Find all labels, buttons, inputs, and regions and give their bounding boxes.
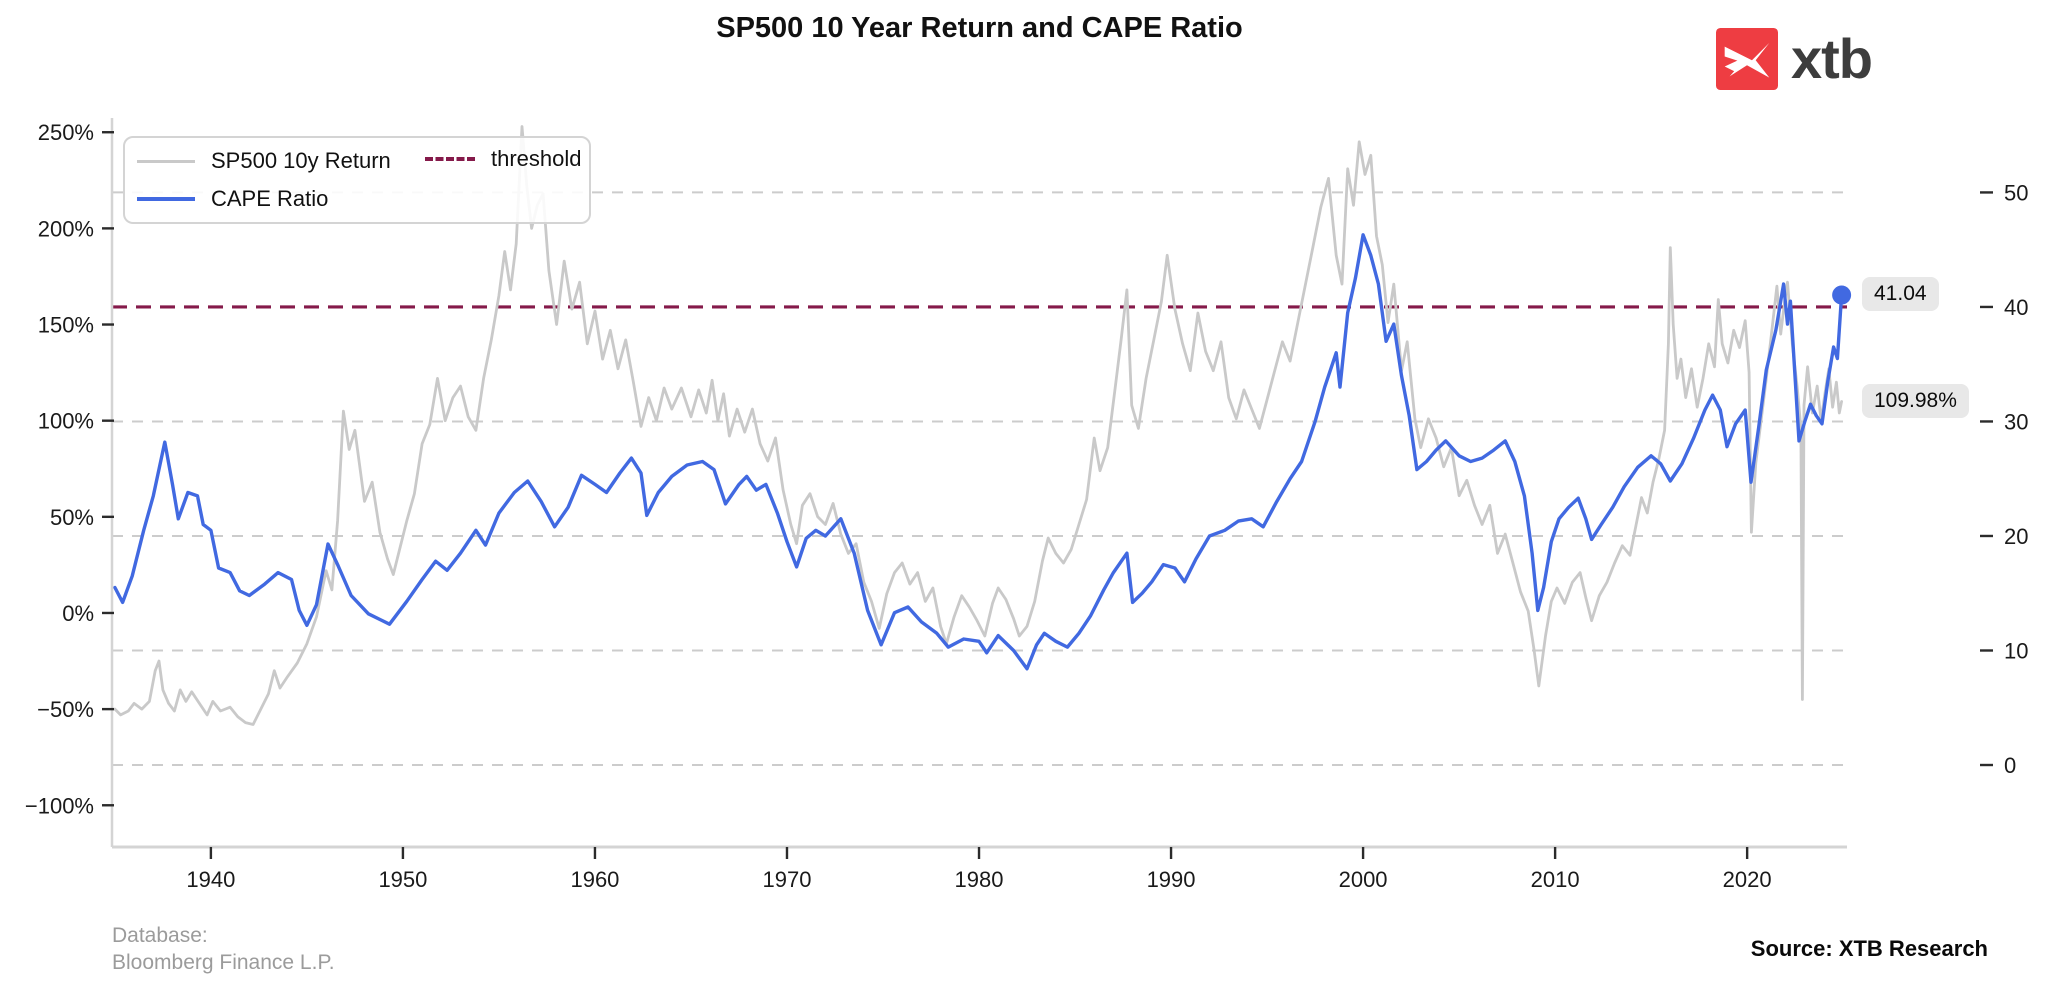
series-line-sp500-10y-return xyxy=(113,125,1843,726)
legend-box: SP500 10y Return CAPE Ratio threshold xyxy=(123,136,591,224)
legend-item-cape-ratio: CAPE Ratio xyxy=(137,186,328,212)
x-tick-label: 1970 xyxy=(763,867,812,892)
database-label: Database: xyxy=(112,924,208,947)
database-name: Bloomberg Finance L.P. xyxy=(112,951,335,974)
y-left-tick-label: 100% xyxy=(38,409,94,434)
xtb-logo: xtb xyxy=(1716,27,1873,90)
y-left-tick-label: 250% xyxy=(38,120,94,145)
legend-item-threshold: threshold xyxy=(425,146,582,172)
y-left-tick-label: 0% xyxy=(62,601,94,626)
legend-label: CAPE Ratio xyxy=(211,186,329,211)
y-right-tick-label: 10 xyxy=(2004,638,2028,663)
database-note: Database: Bloomberg Finance L.P. xyxy=(112,922,335,976)
legend-item-sp500-return: SP500 10y Return xyxy=(137,148,391,174)
xtb-logo-icon xyxy=(1716,28,1778,90)
xtb-arrows-icon xyxy=(1716,28,1778,90)
series-end-dot xyxy=(1832,285,1852,305)
y-left-tick-label: −100% xyxy=(25,793,94,818)
y-right-tick-label: 40 xyxy=(2004,295,2028,320)
x-tick-label: 1950 xyxy=(378,867,427,892)
legend-label: SP500 10y Return xyxy=(211,148,391,173)
x-tick-label: 1990 xyxy=(1147,867,1196,892)
page-title: SP500 10 Year Return and CAPE Ratio xyxy=(716,12,1243,44)
y-left-tick-label: 150% xyxy=(38,313,94,338)
x-tick-label: 2010 xyxy=(1531,867,1580,892)
y-right-tick-label: 20 xyxy=(2004,524,2028,549)
threshold-dash-sample-icon xyxy=(425,157,475,161)
series-line-cape-ratio xyxy=(113,233,1844,671)
gray-line-sample-icon xyxy=(137,159,195,163)
x-tick-label: 1960 xyxy=(570,867,619,892)
x-tick-label: 2000 xyxy=(1339,867,1388,892)
x-tick-label: 1940 xyxy=(186,867,235,892)
y-right-tick-label: 50 xyxy=(2004,180,2028,205)
blue-line-sample-icon xyxy=(137,197,195,201)
y-right-tick-label: 30 xyxy=(2004,409,2028,434)
source-note: Source: XTB Research xyxy=(1750,936,1988,961)
y-left-tick-label: 50% xyxy=(50,505,94,530)
y-left-tick-label: 200% xyxy=(38,216,94,241)
xtb-logo-text: xtb xyxy=(1791,27,1873,90)
x-tick-label: 2020 xyxy=(1723,867,1772,892)
x-tick-label: 1980 xyxy=(955,867,1004,892)
cape-last-value-badge: 41.04 xyxy=(1862,277,1939,312)
return-last-value-badge: 109.98% xyxy=(1862,384,1969,419)
y-left-tick-label: −50% xyxy=(37,697,94,722)
legend-label: threshold xyxy=(491,146,582,171)
y-right-tick-label: 0 xyxy=(2004,753,2016,778)
